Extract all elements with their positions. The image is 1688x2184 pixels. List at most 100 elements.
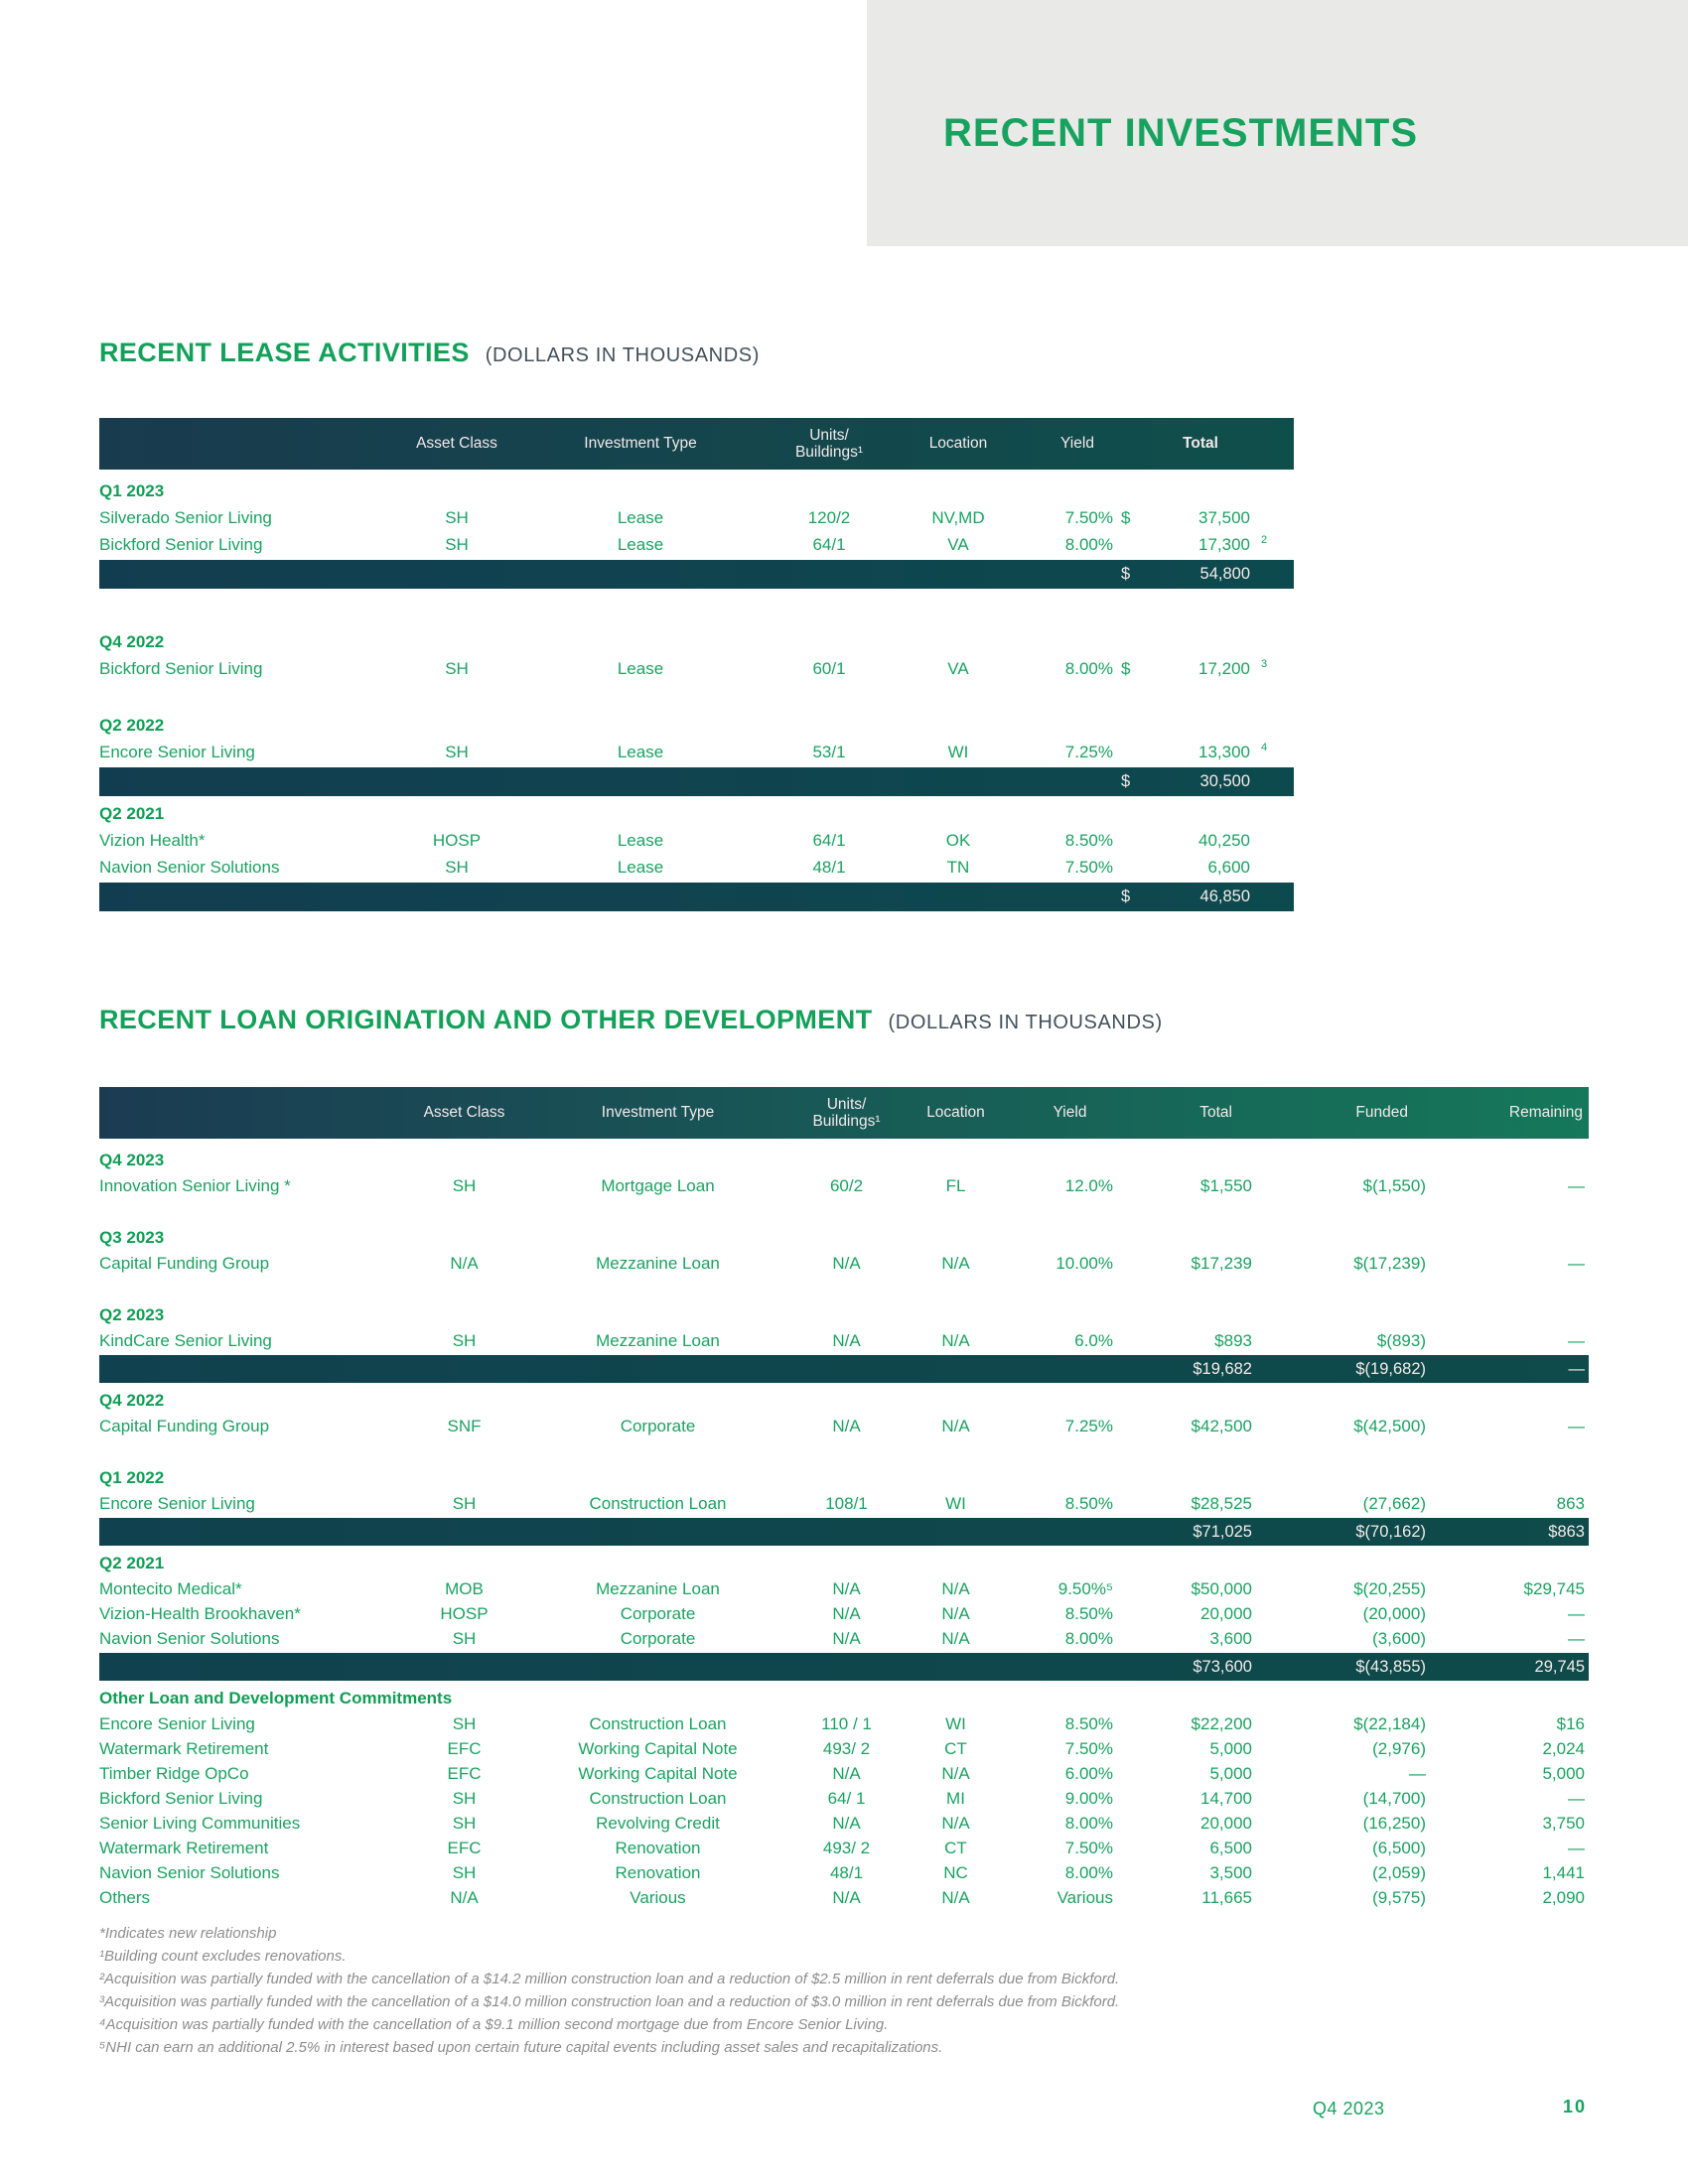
column-header: Asset Class [416, 435, 497, 452]
footnote: ¹Building count excludes renovations. [99, 1948, 347, 1965]
cell-units-buildings: N/A [832, 1578, 861, 1598]
cell-total: 11,665 [1201, 1887, 1252, 1907]
cell-yield: 8.00% [1064, 534, 1113, 554]
lease-section-title: RECENT LEASE ACTIVITIES [99, 338, 470, 367]
section-recent-lease-activities: RECENT LEASE ACTIVITIES (DOLLARS IN THOUS… [99, 338, 1294, 911]
cell-investment-type: Lease [617, 857, 664, 877]
cell-units-buildings: 64/1 [812, 830, 846, 850]
table-row: Vizion Health* HOSP Lease 64/1 OK 8.50% 40,250 [99, 827, 1294, 854]
subtotal-cell-remaining: 29,745 [1534, 1657, 1585, 1676]
cell-total: $28,525 [1191, 1493, 1252, 1513]
column-header: Yield [1060, 435, 1094, 452]
cell-asset-class: EFC [447, 1838, 482, 1857]
cell-total: $42,500 [1191, 1416, 1252, 1435]
cell-total: 3,500 [1209, 1862, 1252, 1882]
cell-remaining: 863 [1556, 1493, 1585, 1513]
cell-total: 40,250 [1198, 830, 1250, 850]
cell-asset-class: SH [445, 507, 469, 527]
cell-company: Encore Senior Living [99, 742, 255, 761]
subtotal-cell-total: $19,682 [1193, 1359, 1252, 1378]
quarter-group: Q3 2023 Capital Funding Group N/A Mezzanine… [99, 1224, 1589, 1276]
lease-activities-table: Asset Class Investment Type Units/ Buildin… [99, 418, 1294, 911]
cell-funded: (14,700) [1362, 1788, 1426, 1808]
cell-units-buildings: 64/ 1 [827, 1788, 866, 1808]
cell-location: N/A [941, 1253, 970, 1273]
cell-asset-class: SH [452, 1493, 477, 1513]
cell-funded: (2,059) [1372, 1862, 1426, 1882]
cell-asset-class: MOB [445, 1578, 484, 1598]
cell-funded: $(42,500) [1353, 1416, 1426, 1435]
cell-asset-class: SH [445, 658, 469, 678]
cell-units-buildings: N/A [832, 1416, 861, 1435]
column-header: Total [1183, 435, 1218, 452]
cell-footnote-ref: 3 [1261, 657, 1268, 670]
table-row: Vizion-Health Brookhaven* HOSP Corporate N/… [99, 1601, 1589, 1626]
quarter-group: Q4 2022 Bickford Senior Living SH Lease 60/1… [99, 628, 1294, 682]
cell-company: Bickford Senior Living [99, 534, 263, 554]
cell-units-buildings: N/A [832, 1330, 861, 1350]
cell-yield: 7.50% [1064, 1838, 1113, 1857]
cell-funded: (6,500) [1372, 1838, 1426, 1857]
cell-units-buildings: 60/1 [812, 658, 846, 678]
cell-location: N/A [941, 1887, 970, 1907]
table-row: Timber Ridge OpCo EFC Working Capital Note… [99, 1761, 1589, 1786]
cell-remaining: — [1568, 1788, 1585, 1808]
cell-total: $22,200 [1191, 1713, 1252, 1733]
table-row: Senior Living Communities SH Revolving Cre… [99, 1811, 1589, 1836]
cell-investment-type: Lease [617, 534, 664, 554]
quarter-group: Q4 2023 Innovation Senior Living * SH Mortg… [99, 1147, 1589, 1198]
cell-units-buildings: N/A [832, 1253, 861, 1273]
quarter-label: Other Loan and Development Commitments [99, 1688, 453, 1707]
cell-yield: 8.50% [1064, 830, 1113, 850]
cell-units-buildings: 48/1 [829, 1862, 864, 1882]
cell-yield: 8.00% [1064, 1862, 1113, 1882]
cell-yield: 8.50% [1064, 1603, 1113, 1623]
cell-units-buildings: 110 / 1 [821, 1713, 872, 1733]
cell-units-buildings: 48/1 [812, 857, 846, 877]
cell-investment-type: Lease [617, 830, 664, 850]
cell-funded: — [1409, 1763, 1426, 1783]
cell-units-buildings: 60/2 [829, 1175, 864, 1195]
cell-yield: 8.50% [1064, 1493, 1113, 1513]
cell-total: 6,500 [1209, 1838, 1252, 1857]
footnote: ³Acquisition was partially funded with t… [99, 1993, 1120, 2010]
subtotal-cell-dollar-sign: $ [1121, 565, 1131, 583]
subtotal-row: $19,682 $(19,682) — [99, 1355, 1589, 1383]
quarter-label: Q2 2021 [99, 803, 165, 823]
cell-asset-class: SH [452, 1788, 477, 1808]
table-row: Bickford Senior Living SH Lease 60/1 VA 8.00%… [99, 655, 1294, 682]
table-row: Encore Senior Living SH Lease 53/1 WI 7.25% 13… [99, 739, 1294, 765]
cell-yield: 10.00% [1055, 1253, 1113, 1273]
column-header: Asset Class [423, 1104, 505, 1121]
quarter-group: Q2 2023 KindCare Senior Living SH Mezzanine… [99, 1301, 1589, 1383]
cell-investment-type: Construction Loan [589, 1788, 727, 1808]
quarter-group: Q2 2021 Vizion Health* HOSP Lease 64/1 OK 8.50… [99, 800, 1294, 911]
footnote: ²Acquisition was partially funded with t… [99, 1971, 1120, 1987]
footnotes: *Indicates new relationship ¹Building cou… [99, 1922, 1549, 2059]
footnote: ⁵NHI can earn an additional 2.5% in inte… [99, 2039, 943, 2056]
quarter-label: Q4 2022 [99, 1390, 165, 1410]
loan-origination-table: Asset Class Investment Type Units/ Buildin… [99, 1087, 1589, 1910]
cell-asset-class: EFC [447, 1738, 482, 1758]
cell-location: N/A [941, 1603, 970, 1623]
cell-investment-type: Corporate [620, 1603, 696, 1623]
cell-total: 3,600 [1209, 1628, 1252, 1648]
loan-section-heading: RECENT LOAN ORIGINATION AND OTHER DEVELO… [99, 1005, 1589, 1035]
cell-location: NC [943, 1862, 968, 1882]
subtotal-cell-total: $73,600 [1193, 1657, 1252, 1676]
cell-total: $50,000 [1191, 1578, 1252, 1598]
cell-yield: 7.25% [1064, 742, 1113, 761]
cell-footnote-ref: 2 [1261, 533, 1268, 546]
table-row: Bickford Senior Living SH Construction Loa… [99, 1786, 1589, 1811]
cell-company: Encore Senior Living [99, 1713, 255, 1733]
quarter-label: Q4 2023 [99, 1150, 165, 1169]
cell-units-buildings: 64/1 [812, 534, 846, 554]
cell-investment-type: Lease [617, 658, 664, 678]
page-banner: RECENT INVESTMENTS [867, 0, 1688, 246]
cell-total: 37,500 [1198, 507, 1250, 527]
cell-location: N/A [941, 1763, 970, 1783]
table-row: Capital Funding Group SNF Corporate N/A N/A 7… [99, 1414, 1589, 1438]
table-row: KindCare Senior Living SH Mezzanine Loan N/… [99, 1328, 1589, 1353]
cell-asset-class: SH [452, 1330, 477, 1350]
